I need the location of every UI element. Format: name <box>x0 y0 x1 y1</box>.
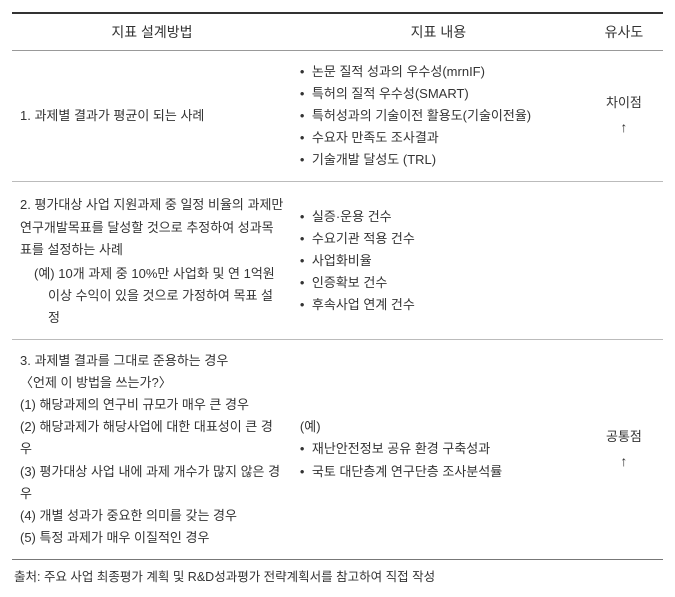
header-similarity: 유사도 <box>585 13 663 51</box>
method-cell: 3. 과제별 결과를 그대로 준용하는 경우 〈언제 이 방법을 쓰는가?〉 (… <box>12 340 292 560</box>
content-item: 논문 질적 성과의 우수성(mrnIF) <box>300 61 577 83</box>
method-line: 3. 과제별 결과를 그대로 준용하는 경우 <box>20 350 284 372</box>
arrow-up-icon: ↑ <box>593 450 655 474</box>
similarity-label: 공통점 <box>593 426 655 448</box>
content-item: 특허의 질적 우수성(SMART) <box>300 83 577 105</box>
similarity-cell: 공통점 ↑ <box>585 340 663 560</box>
arrow-up-icon: ↑ <box>593 116 655 140</box>
content-item: 국토 대단층계 연구단층 조사분석률 <box>300 461 577 483</box>
method-cell: 2. 평가대상 사업 지원과제 중 일정 비율의 과제만 연구개발목표를 달성할… <box>12 182 292 340</box>
content-item: 인증확보 건수 <box>300 272 577 294</box>
table-row: 3. 과제별 결과를 그대로 준용하는 경우 〈언제 이 방법을 쓰는가?〉 (… <box>12 340 663 560</box>
content-item: 특허성과의 기술이전 활용도(기술이전율) <box>300 105 577 127</box>
content-cell: 실증·운용 건수 수요기관 적용 건수 사업화비율 인증확보 건수 후속사업 연… <box>292 182 585 340</box>
content-list: 논문 질적 성과의 우수성(mrnIF) 특허의 질적 우수성(SMART) 특… <box>300 61 577 171</box>
similarity-cell <box>585 182 663 340</box>
indicator-table: 지표 설계방법 지표 내용 유사도 1. 과제별 결과가 평균이 되는 사례 논… <box>12 12 663 560</box>
method-line: 1. 과제별 결과가 평균이 되는 사례 <box>20 105 284 127</box>
content-intro: (예) <box>300 416 577 438</box>
content-item: 재난안전정보 공유 환경 구축성과 <box>300 438 577 460</box>
method-example-text: (예) 10개 과제 중 10%만 사업화 및 연 1억원 이상 수익이 있을 … <box>34 263 284 329</box>
content-list: 실증·운용 건수 수요기관 적용 건수 사업화비율 인증확보 건수 후속사업 연… <box>300 206 577 316</box>
method-line: (1) 해당과제의 연구비 규모가 매우 큰 경우 <box>20 394 284 416</box>
header-content: 지표 내용 <box>292 13 585 51</box>
content-list: 재난안전정보 공유 환경 구축성과 국토 대단층계 연구단층 조사분석률 <box>300 438 577 482</box>
similarity-label: 차이점 <box>593 92 655 114</box>
header-row: 지표 설계방법 지표 내용 유사도 <box>12 13 663 51</box>
content-cell: 논문 질적 성과의 우수성(mrnIF) 특허의 질적 우수성(SMART) 특… <box>292 51 585 182</box>
method-line: 〈언제 이 방법을 쓰는가?〉 <box>20 372 284 394</box>
content-item: 기술개발 달성도 (TRL) <box>300 149 577 171</box>
content-cell: (예) 재난안전정보 공유 환경 구축성과 국토 대단층계 연구단층 조사분석률 <box>292 340 585 560</box>
method-line: (2) 해당과제가 해당사업에 대한 대표성이 큰 경우 <box>20 416 284 460</box>
content-item: 수요자 만족도 조사결과 <box>300 127 577 149</box>
header-method: 지표 설계방법 <box>12 13 292 51</box>
method-line: 2. 평가대상 사업 지원과제 중 일정 비율의 과제만 연구개발목표를 달성할… <box>20 194 284 260</box>
table-row: 1. 과제별 결과가 평균이 되는 사례 논문 질적 성과의 우수성(mrnIF… <box>12 51 663 182</box>
content-item: 실증·운용 건수 <box>300 206 577 228</box>
table-row: 2. 평가대상 사업 지원과제 중 일정 비율의 과제만 연구개발목표를 달성할… <box>12 182 663 340</box>
content-item: 사업화비율 <box>300 250 577 272</box>
content-item: 수요기관 적용 건수 <box>300 228 577 250</box>
similarity-cell: 차이점 ↑ <box>585 51 663 182</box>
source-footnote: 출처: 주요 사업 최종평가 계획 및 R&D성과평가 전략계획서를 참고하여 … <box>12 566 663 585</box>
content-item: 후속사업 연계 건수 <box>300 294 577 316</box>
method-line: (5) 특정 과제가 매우 이질적인 경우 <box>20 527 284 549</box>
method-line: (4) 개별 성과가 중요한 의미를 갖는 경우 <box>20 505 284 527</box>
method-line: (3) 평가대상 사업 내에 과제 개수가 많지 않은 경우 <box>20 461 284 505</box>
method-cell: 1. 과제별 결과가 평균이 되는 사례 <box>12 51 292 182</box>
method-example-line: (예) 10개 과제 중 10%만 사업화 및 연 1억원 이상 수익이 있을 … <box>20 263 284 329</box>
